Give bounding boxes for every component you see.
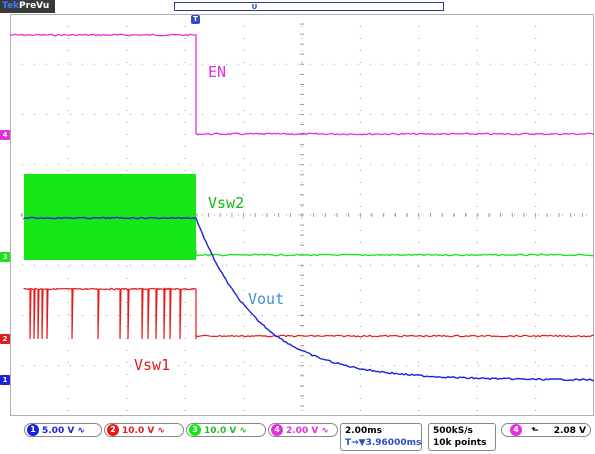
- en-trace-label: EN: [208, 63, 227, 81]
- trigger-source-badge: 4: [510, 424, 522, 436]
- status-bar: 1 5.00 V ∿ 2 10.0 V ∿ 3 10.0 V ∿ 4 2.00 V ∿ 2.00…: [0, 420, 595, 454]
- ch2-marker-num: 2: [2, 335, 8, 343]
- vsw2-trace: [195, 250, 594, 257]
- ch1-scale: 5.00 V: [42, 426, 75, 436]
- ch2-scale: 10.0 V: [122, 426, 155, 436]
- ch1-level-marker[interactable]: 1: [0, 375, 10, 385]
- trigger-position-marker[interactable]: T: [191, 15, 200, 24]
- acquisition-readout[interactable]: 500kS/s 10k points: [428, 423, 496, 451]
- ch3-scale: 10.0 V: [204, 426, 237, 436]
- record-position-bar[interactable]: [174, 2, 444, 11]
- vsw1-trace-label: Vsw1: [134, 356, 171, 374]
- ch1-badge: 1: [27, 424, 39, 436]
- ch3-scale-readout[interactable]: 3 10.0 V ∿: [186, 423, 266, 437]
- graticule-border: [10, 14, 594, 416]
- falling-edge-icon: ⬑: [531, 426, 539, 436]
- ch3-level-marker[interactable]: 3: [0, 252, 10, 262]
- vsw2-trace-label: Vsw2: [208, 194, 245, 212]
- bandwidth-icon: ∿: [77, 426, 85, 436]
- ch2-scale-readout[interactable]: 2 10.0 V ∿: [104, 423, 184, 437]
- vout-trace: [23, 216, 594, 382]
- bandwidth-icon: ∿: [157, 426, 165, 436]
- sample-rate-value: 500kS/s: [433, 426, 473, 436]
- vsw1-trace: [23, 287, 594, 340]
- top-bar: TekPreVu: [0, 0, 595, 14]
- ch4-scale: 2.00 V: [286, 426, 319, 436]
- timebase-readout[interactable]: 2.00ms T→▼3.96000ms: [340, 423, 422, 451]
- waveform-display: [10, 14, 594, 416]
- trigger-level: 2.08 V: [553, 426, 586, 436]
- timebase-value: 2.00ms: [345, 426, 382, 436]
- en-trace: [10, 33, 594, 136]
- ch2-badge: 2: [107, 424, 119, 436]
- ch4-level-marker[interactable]: 4: [0, 130, 10, 140]
- ch1-scale-readout[interactable]: 1 5.00 V ∿: [24, 423, 102, 437]
- trigger-delay-value: T→▼3.96000ms: [345, 438, 422, 448]
- ch1-marker-num: 1: [2, 376, 8, 384]
- acquisition-mode: PreVu: [19, 1, 50, 11]
- brand-label: TekPreVu: [0, 0, 56, 13]
- bandwidth-icon: ∿: [321, 426, 329, 436]
- vsw2-switching-band: [24, 174, 196, 260]
- traces: [10, 33, 594, 382]
- trigger-readout[interactable]: 4 ⬑ 2.08 V: [501, 423, 591, 437]
- brand-prefix: Tek: [2, 1, 20, 11]
- ch2-level-marker[interactable]: 2: [0, 334, 10, 344]
- record-position-marker[interactable]: U: [251, 3, 258, 11]
- ch3-marker-num: 3: [2, 253, 8, 261]
- ch4-badge: 4: [271, 424, 283, 436]
- ch4-marker-num: 4: [2, 131, 8, 139]
- vout-trace-label: Vout: [248, 290, 285, 308]
- record-length-value: 10k points: [433, 438, 487, 448]
- bandwidth-icon: ∿: [239, 426, 247, 436]
- ch3-badge: 3: [189, 424, 201, 436]
- ch4-scale-readout[interactable]: 4 2.00 V ∿: [268, 423, 338, 437]
